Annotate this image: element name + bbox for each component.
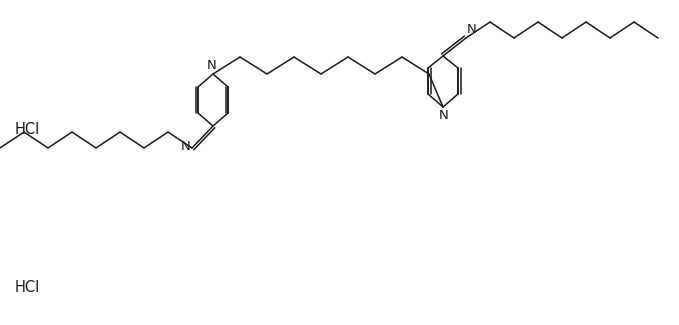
Text: N: N [467, 23, 477, 36]
Text: N: N [181, 140, 191, 153]
Text: HCl: HCl [15, 280, 40, 294]
Text: HCl: HCl [15, 123, 40, 137]
Text: N: N [207, 59, 217, 72]
Text: N: N [439, 109, 449, 122]
